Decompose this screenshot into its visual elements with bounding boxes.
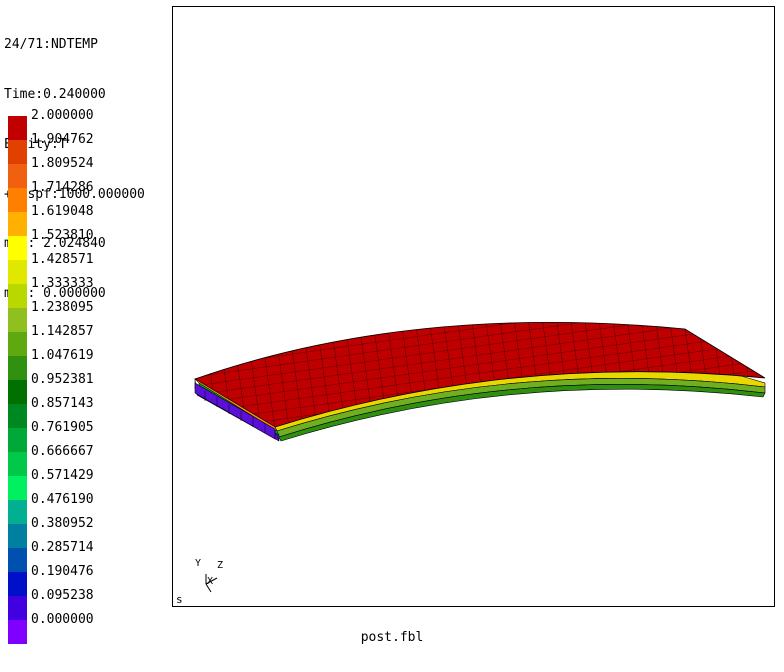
legend-row: 1.523810	[8, 229, 178, 260]
legend-row: 0.095238	[8, 589, 178, 620]
legend-swatch	[8, 380, 27, 404]
model-render[interactable]	[173, 7, 774, 606]
legend-swatch	[8, 572, 27, 596]
legend-swatch	[8, 452, 27, 476]
legend-row: 1.428571	[8, 253, 178, 284]
legend-row: 0.190476	[8, 565, 178, 596]
legend-swatch	[8, 164, 27, 188]
legend-value: 0.666667	[31, 444, 94, 459]
legend-row: 2.000000	[8, 109, 178, 140]
legend-value: 1.904762	[31, 132, 94, 147]
legend-value: 0.476190	[31, 492, 94, 507]
3d-viewport[interactable]: Y Z X s	[172, 6, 775, 607]
legend-row: 0.952381	[8, 373, 178, 404]
axis-triad-lines	[205, 574, 218, 593]
legend-row: 1.714286	[8, 181, 178, 212]
legend-row: 1.904762	[8, 133, 178, 164]
legend-value: 0.095238	[31, 588, 94, 603]
time-label: Time:0.240000	[4, 86, 106, 102]
legend-row: 1.047619	[8, 349, 178, 380]
legend-value: 1.523810	[31, 228, 94, 243]
legend-swatch	[8, 548, 27, 572]
legend-value: 1.428571	[31, 252, 94, 267]
legend-swatch	[8, 476, 27, 500]
legend-value: 0.000000	[31, 612, 94, 627]
legend-row: 0.571429	[8, 469, 178, 500]
legend-row: 0.761905	[8, 421, 178, 452]
legend-row: 0.000000	[8, 613, 178, 644]
axis-z-label: Z	[217, 560, 224, 571]
legend-row: 1.238095	[8, 301, 178, 332]
plate-top-surface	[194, 321, 766, 428]
legend-swatch	[8, 428, 27, 452]
legend-value: 2.000000	[31, 108, 94, 123]
legend-swatch	[8, 212, 27, 236]
plate-side-band-darkgreen	[278, 384, 766, 442]
legend-swatch	[8, 116, 27, 140]
legend-swatch	[8, 188, 27, 212]
legend-row: 1.142857	[8, 325, 178, 356]
legend-swatch	[8, 500, 27, 524]
displacement-factor-label: +Dispf:1000.000000	[4, 186, 145, 202]
legend-row: 1.809524	[8, 157, 178, 188]
legend-value: 1.238095	[31, 300, 94, 315]
legend-swatch	[8, 260, 27, 284]
legend-value: 0.857143	[31, 396, 94, 411]
legend-row: 0.285714	[8, 541, 178, 572]
legend-value: 0.952381	[31, 372, 94, 387]
legend-value: 0.380952	[31, 516, 94, 531]
legend-value: 1.333333	[31, 276, 94, 291]
legend-value: 0.571429	[31, 468, 94, 483]
legend-row: 1.333333	[8, 277, 178, 308]
legend-value: 0.190476	[31, 564, 94, 579]
file-name: post.fbl	[360, 630, 424, 645]
axis-y-label: Y	[195, 558, 202, 569]
legend-row: 0.857143	[8, 397, 178, 428]
legend-value: 1.047619	[31, 348, 94, 363]
legend-row: 0.476190	[8, 493, 178, 524]
legend-swatch	[8, 236, 27, 260]
plate-end-face-bottom	[194, 382, 276, 440]
legend-swatch	[8, 284, 27, 308]
legend-swatch	[8, 620, 27, 644]
legend-value: 1.142857	[31, 324, 94, 339]
legend-value: 1.619048	[31, 204, 94, 219]
legend-swatch	[8, 596, 27, 620]
legend-swatch	[8, 140, 27, 164]
legend-value: 1.714286	[31, 180, 94, 195]
axis-triad: Y Z X	[195, 558, 235, 596]
legend-value: 0.285714	[31, 540, 94, 555]
axis-x-label: X	[207, 576, 214, 587]
legend-row: 0.380952	[8, 517, 178, 548]
legend-row: 0.666667	[8, 445, 178, 476]
legend-swatch	[8, 332, 27, 356]
legend-row: 1.619048	[8, 205, 178, 236]
legend-swatch	[8, 524, 27, 548]
legend-swatch	[8, 404, 27, 428]
view-label: s	[176, 593, 183, 606]
legend-value: 1.809524	[31, 156, 94, 171]
legend-swatch	[8, 356, 27, 380]
legend-swatch	[8, 308, 27, 332]
step-label: 24/71:NDTEMP	[4, 37, 98, 53]
legend-value: 0.761905	[31, 420, 94, 435]
